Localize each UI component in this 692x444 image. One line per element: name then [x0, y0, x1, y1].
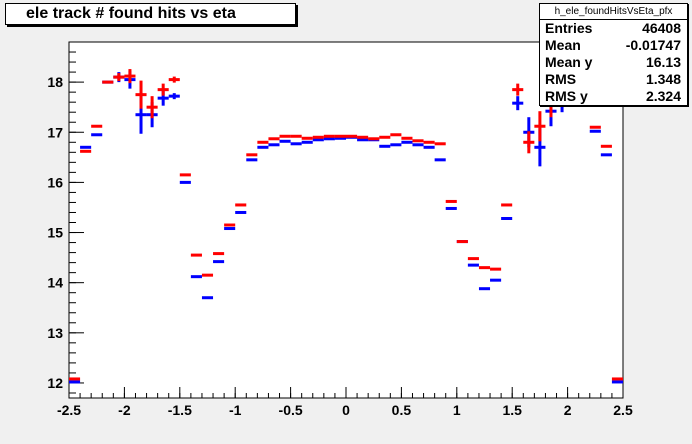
y-tick-label: 12 — [47, 375, 63, 391]
stats-label: RMS — [545, 71, 577, 87]
x-tick-label: 0.5 — [392, 402, 412, 418]
blue-data-point — [512, 96, 524, 111]
red-data-point — [168, 76, 180, 83]
red-data-point — [135, 80, 147, 109]
y-tick-label: 15 — [47, 225, 63, 241]
red-data-point — [146, 96, 158, 119]
red-data-point — [534, 111, 546, 142]
blue-data-point — [168, 93, 180, 100]
x-tick-label: -0.5 — [279, 402, 303, 418]
stats-row-mean-y: Mean y 16.13 — [540, 54, 687, 71]
red-data-point — [113, 73, 125, 82]
stats-label: Mean — [545, 37, 581, 53]
x-tick-label: -1.5 — [168, 402, 192, 418]
x-tick-label: 1.5 — [502, 402, 522, 418]
stats-value: 1.348 — [645, 71, 681, 87]
stats-name: h_ele_foundHitsVsEta_pfx — [540, 4, 687, 20]
y-tick-label: 18 — [47, 74, 63, 90]
stats-label: Mean y — [545, 54, 593, 70]
stats-value: 46408 — [642, 20, 681, 36]
stats-row-rms-y: RMS y 2.324 — [540, 88, 687, 105]
red-data-point — [523, 131, 535, 154]
chart-title: ele track # found hits vs eta — [5, 3, 296, 25]
red-data-point — [157, 83, 169, 96]
x-tick-label: 2.5 — [613, 402, 633, 418]
plot-area — [68, 41, 624, 399]
x-tick-label: 0 — [342, 402, 350, 418]
x-tick-label: -2.5 — [57, 402, 81, 418]
stats-row-entries: Entries 46408 — [540, 20, 687, 37]
x-tick-label: -1 — [229, 402, 242, 418]
x-tick-label: 1 — [453, 402, 461, 418]
stats-value: 16.13 — [645, 54, 681, 70]
red-data-point — [512, 83, 524, 96]
y-tick-label: 13 — [47, 325, 63, 341]
stats-box: h_ele_foundHitsVsEta_pfx Entries 46408 M… — [539, 3, 688, 106]
stats-label: RMS y — [545, 88, 588, 104]
stats-value: 2.324 — [645, 88, 681, 104]
x-tick-label: 2 — [564, 402, 572, 418]
stats-label: Entries — [545, 20, 593, 36]
stats-row-rms: RMS 1.348 — [540, 71, 687, 88]
red-data-point — [124, 69, 136, 84]
x-tick-label: -2 — [118, 402, 131, 418]
stats-value: -0.01747 — [625, 37, 681, 53]
y-tick-label: 14 — [47, 275, 63, 291]
y-tick-label: 17 — [47, 124, 63, 140]
y-tick-label: 16 — [47, 174, 63, 190]
stats-row-mean: Mean -0.01747 — [540, 37, 687, 54]
